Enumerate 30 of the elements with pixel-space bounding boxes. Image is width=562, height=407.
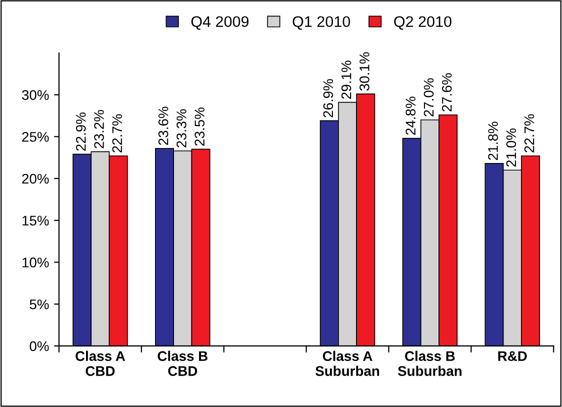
data-label: 30.1%	[360, 52, 370, 91]
data-label: 27.0%	[424, 78, 434, 116]
data-label: 22.7%	[112, 114, 122, 152]
x-tick-label: Class B Suburban	[398, 350, 462, 376]
y-tick-label: 30%	[22, 90, 49, 100]
data-label: 23.3%	[176, 109, 186, 148]
data-label: 23.2%	[94, 110, 104, 148]
x-tick-label: Class B CBD	[158, 350, 208, 376]
data-label: 26.9%	[323, 79, 334, 118]
legend-label: Q2 2010	[394, 16, 452, 30]
y-tick-label: 15%	[22, 216, 49, 226]
y-tick-label: 0%	[30, 341, 49, 352]
data-label: 23.6%	[158, 106, 168, 145]
y-tick-label: 5%	[30, 299, 49, 310]
data-label: 24.8%	[406, 96, 416, 135]
y-tick-label: 10%	[22, 258, 49, 268]
data-label: 27.6%	[442, 73, 452, 112]
data-label: 21.8%	[488, 122, 498, 160]
x-tick-label: R&D	[498, 351, 527, 362]
x-tick-label: Class A Suburban	[316, 350, 380, 376]
data-label: 23.5%	[194, 108, 205, 146]
data-label: 21.0%	[506, 128, 516, 167]
legend-label: Q1 2010	[292, 16, 350, 30]
data-label: 22.7%	[524, 114, 534, 152]
legend-label: Q4 2009	[191, 16, 249, 30]
data-label: 22.9%	[76, 112, 86, 151]
y-tick-label: 20%	[22, 174, 49, 184]
data-label: 29.1%	[341, 60, 352, 99]
y-tick-label: 25%	[22, 132, 49, 142]
x-tick-label: Class A CBD	[76, 350, 126, 376]
